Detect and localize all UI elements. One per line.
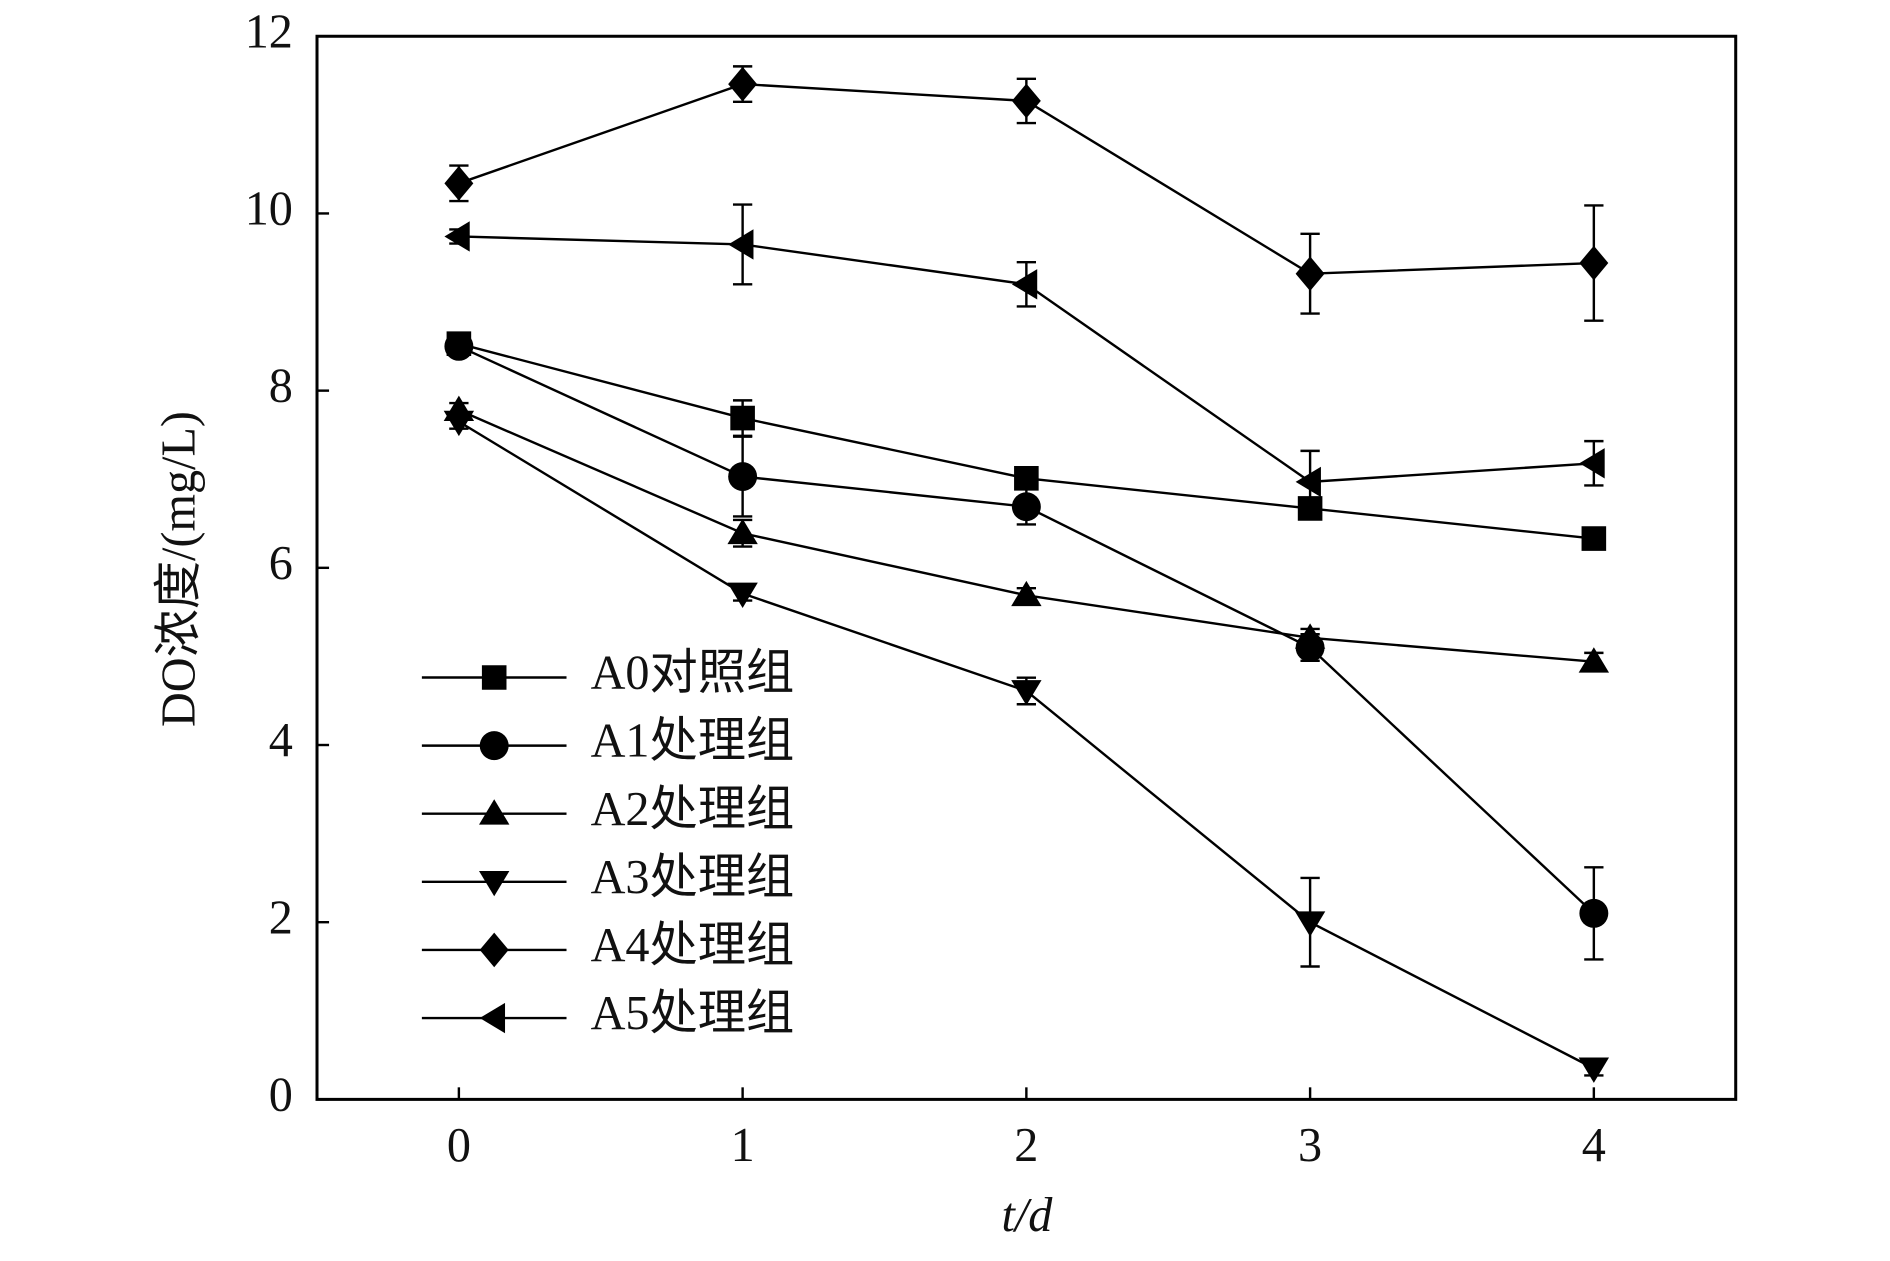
marker [481,665,507,690]
legend-label: A3处理组 [591,851,795,904]
marker [1578,1057,1610,1083]
marker [479,932,509,968]
marker [728,229,754,260]
y-tick-label: 2 [269,891,293,944]
marker [479,731,509,761]
marker [1011,492,1041,522]
marker [1011,680,1042,706]
x-tick-label: 2 [1014,1119,1038,1172]
legend-label: A0对照组 [591,647,795,700]
y-tick-label: 10 [245,183,293,236]
x-tick-label: 3 [1298,1119,1322,1172]
legend-label: A2处理组 [591,783,795,836]
marker [444,165,474,201]
marker [1294,911,1326,937]
x-tick-label: 0 [447,1119,471,1172]
marker [1295,466,1321,498]
x-tick-label: 4 [1582,1119,1606,1172]
marker [1011,269,1038,300]
marker [728,66,758,102]
marker [444,331,474,361]
marker [1579,448,1605,479]
marker [1295,256,1325,292]
marker [479,799,510,825]
y-tick-label: 6 [269,537,293,590]
marker [479,1002,506,1034]
marker [444,221,470,252]
marker [1294,623,1326,649]
y-tick-label: 12 [245,5,293,58]
x-tick-label: 1 [731,1119,755,1172]
marker [1579,245,1609,281]
marker [443,410,475,437]
y-tick-label: 8 [269,360,293,413]
x-axis-label: t/d [1002,1189,1054,1242]
marker [1011,580,1042,607]
marker [728,462,758,492]
marker [1011,83,1041,119]
y-tick-label: 4 [269,714,293,767]
marker [1579,898,1609,928]
plot-frame [315,34,1738,1101]
legend-label: A1处理组 [591,715,795,768]
y-tick-label: 0 [269,1068,293,1121]
series-line [458,409,1594,663]
marker [727,582,758,608]
legend-label: A4处理组 [591,919,795,972]
marker [727,518,758,545]
marker [730,405,755,431]
y-axis-label: DO浓度/(mg/L) [152,411,205,727]
marker [1014,466,1039,491]
marker [1581,526,1607,551]
legend-label: A5处理组 [591,987,795,1040]
marker [1578,647,1610,673]
marker [479,870,510,897]
